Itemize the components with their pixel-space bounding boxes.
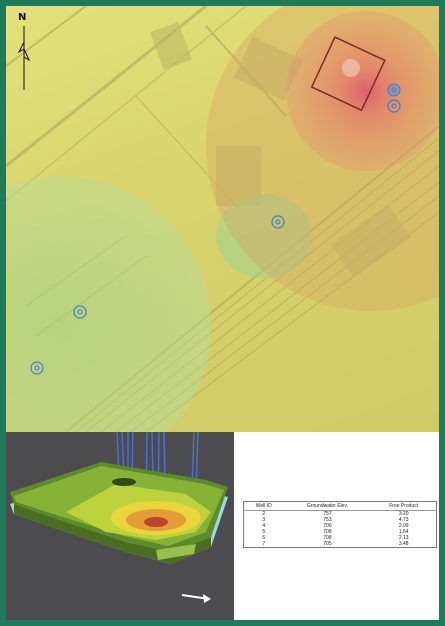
well-id-cell: 2 (262, 511, 266, 517)
well-id-cell: 6 (262, 535, 266, 541)
well-marker-5[interactable] (73, 305, 87, 319)
column-header: Free Product (371, 501, 437, 511)
table-row: 5 708 1.64 (244, 529, 437, 535)
map-canvas (6, 6, 439, 432)
elevation-cell: 706 (323, 523, 332, 529)
groundwater-3d-model (6, 432, 234, 620)
table-row: 4 706 2.09 (244, 523, 437, 529)
surface-mound (112, 478, 136, 486)
free-product-cell: 3.48 (398, 541, 409, 547)
well-id-cell: 3 (262, 517, 266, 523)
well-marker-7[interactable] (30, 361, 44, 375)
free-product-cell: 1.64 (398, 529, 409, 535)
well-data-panel: Well ID Groundwater Elev. Free Product 2… (234, 432, 439, 620)
table-row: 6 708 2.13 (244, 535, 437, 541)
well-marker-3[interactable] (387, 99, 401, 113)
well-id-cell: 5 (262, 529, 266, 535)
north-label: N (18, 12, 27, 23)
north-arrow-icon (17, 26, 31, 90)
figure-frame: N (6, 6, 439, 620)
elevation-cell: 705 (323, 541, 332, 547)
table-row: 2 757 3.20 (244, 511, 437, 518)
green-plume-left (6, 176, 211, 432)
free-product-cell: 2.13 (398, 535, 409, 541)
aerial-map: N (6, 6, 439, 432)
free-product-cell: 4.73 (398, 517, 409, 523)
model-side-wall-light (156, 544, 196, 560)
arrow-right-icon (181, 594, 211, 603)
free-product-cell: 3.20 (398, 511, 409, 517)
table-row: 7 705 3.48 (244, 541, 437, 548)
column-header: Well ID (243, 501, 284, 511)
surface-red (144, 517, 168, 527)
green-plume-center (216, 194, 312, 278)
well-marker-2[interactable] (387, 83, 401, 97)
elevation-cell: 708 (323, 529, 332, 535)
well-marker-4[interactable] (271, 215, 285, 229)
elevation-cell: 753 (323, 517, 332, 523)
free-product-cell: 2.09 (398, 523, 409, 529)
model-canvas (10, 432, 228, 603)
tank-outline (342, 59, 360, 77)
table-row: 3 753 4.73 (244, 517, 437, 523)
well-id-cell: 4 (262, 523, 266, 529)
well-id-cell: 7 (262, 541, 266, 547)
buildings (150, 22, 412, 278)
red-plume (286, 11, 439, 171)
well-data-table: Well ID Groundwater Elev. Free Product 2… (243, 501, 437, 548)
elevation-cell: 708 (323, 535, 332, 541)
site-outline (310, 36, 386, 112)
table-header-row: Well ID Groundwater Elev. Free Product (243, 501, 437, 511)
north-arrow: N (16, 12, 32, 92)
elevation-cell: 757 (323, 511, 332, 517)
column-header: Groundwater Elev. (283, 501, 372, 511)
